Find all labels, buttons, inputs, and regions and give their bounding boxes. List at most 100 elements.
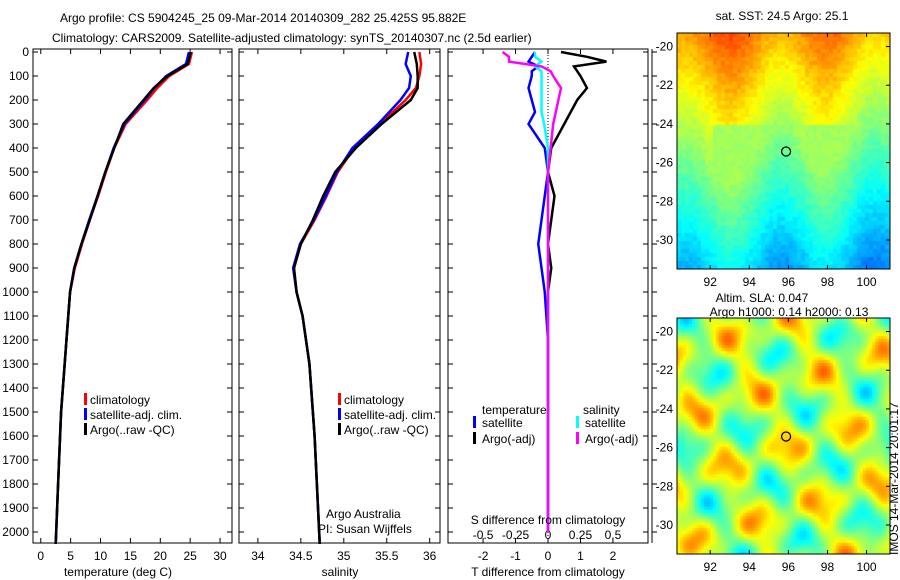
x-tick-label: 5 <box>67 549 74 563</box>
map-y-tick-label: -28 <box>656 479 674 493</box>
map-x-tick-label: 100 <box>857 275 877 289</box>
legend-label: climatology <box>344 393 404 407</box>
annotation-pi: PI: Susan Wijffels <box>318 522 412 536</box>
legend-title-temperature: temperature <box>482 403 547 417</box>
x-tick-label: -1 <box>510 549 521 563</box>
map-y-tick-label: -24 <box>656 402 674 416</box>
legend-swatch <box>338 393 341 405</box>
legend-swatch <box>84 408 87 420</box>
y-tick-label: 1800 <box>2 477 29 491</box>
map-y-tick-label: -20 <box>656 325 674 339</box>
y-tick-label: 2000 <box>2 525 29 539</box>
map-y-tick-label: -30 <box>656 233 674 247</box>
y-tick-label: 300 <box>9 117 29 131</box>
legend-swatch <box>576 416 579 428</box>
x-tick-label: 20 <box>154 549 168 563</box>
y-tick-label: 600 <box>9 189 29 203</box>
y-tick-label: 1300 <box>2 357 29 371</box>
x-tick-label: 2 <box>610 549 617 563</box>
s-tick-label: 0.25 <box>569 528 593 542</box>
y-tick-label: 0 <box>22 45 29 59</box>
x-tick-label: 0 <box>545 549 552 563</box>
legend-swatch <box>84 423 87 435</box>
series-line-salinity-satellite <box>532 52 550 532</box>
legend-swatch <box>338 408 341 420</box>
y-tick-label: 700 <box>9 213 29 227</box>
y-tick-label: 1900 <box>2 501 29 515</box>
map-y-tick-label: -20 <box>656 40 674 54</box>
y-tick-label: 1400 <box>2 381 29 395</box>
map-y-tick-label: -28 <box>656 194 674 208</box>
series-line-climatology <box>292 51 423 545</box>
x-tick-label: 34 <box>251 549 265 563</box>
y-tick-label: 800 <box>9 237 29 251</box>
argo-location-marker <box>780 431 792 442</box>
x-tick-label: -2 <box>478 549 489 563</box>
y-tick-label: 1500 <box>2 405 29 419</box>
sla-map-title2: Argo h1000: 0.14 h2000: 0.13 <box>710 305 869 319</box>
diff-t-xlabel: T difference from climatology <box>471 565 625 579</box>
y-tick-label: 1700 <box>2 453 29 467</box>
legend-title-salinity: salinity <box>583 403 620 417</box>
x-tick-label: 25 <box>183 549 197 563</box>
map-x-tick-label: 92 <box>704 560 718 574</box>
y-tick-label: 900 <box>9 261 29 275</box>
temp-xlabel: temperature (deg C) <box>64 565 172 579</box>
map-x-tick-label: 96 <box>782 275 796 289</box>
map-x-tick-label: 96 <box>782 560 796 574</box>
legend-swatch <box>576 432 579 444</box>
map-y-tick-label: -26 <box>656 156 674 170</box>
y-tick-label: 100 <box>9 69 29 83</box>
legend-label: Argo(..raw -QC) <box>344 423 429 437</box>
map-y-tick-label: -22 <box>656 363 674 377</box>
x-tick-label: 36 <box>423 549 437 563</box>
x-tick-label: 35 <box>337 549 351 563</box>
x-tick-label: 35.5 <box>375 549 399 563</box>
series-line-argo-raw-qc- <box>292 51 419 545</box>
argo-location-marker <box>780 146 792 157</box>
x-tick-label: 15 <box>124 549 138 563</box>
sla-map-title1: Altim. SLA: 0.047 <box>716 291 809 305</box>
map-x-tick-label: 98 <box>821 560 835 574</box>
legend-swatch <box>338 423 341 435</box>
x-tick-label: 30 <box>213 549 227 563</box>
y-tick-label: 1000 <box>2 285 29 299</box>
y-tick-label: 1600 <box>2 429 29 443</box>
y-tick-label: 1100 <box>3 309 29 323</box>
map-x-tick-label: 94 <box>743 275 757 289</box>
map-x-tick-label: 100 <box>857 560 877 574</box>
map-frame <box>676 317 891 555</box>
series-line-satellite-adj-clim- <box>291 51 413 545</box>
x-tick-label: 0 <box>37 549 44 563</box>
legend-label: Argo(-adj) <box>585 432 638 446</box>
legend-label: climatology <box>90 393 150 407</box>
x-tick-label: 1 <box>577 549 584 563</box>
y-tick-label: 1200 <box>2 333 29 347</box>
series-line-argo-raw-qc- <box>54 51 192 545</box>
y-tick-label: 500 <box>9 165 29 179</box>
map-y-tick-label: -22 <box>656 78 674 92</box>
x-tick-label: 34.5 <box>289 549 313 563</box>
sst-map-title: sat. SST: 24.5 Argo: 25.1 <box>716 9 849 23</box>
legend-swatch <box>473 416 476 428</box>
imos-timestamp: IMOS 14-Mar-2014 20:01:17 <box>887 402 900 555</box>
legend-label: satellite <box>585 416 626 430</box>
y-tick-label: 400 <box>9 141 29 155</box>
s-tick-label: 0.5 <box>605 528 622 542</box>
legend-swatch <box>473 432 476 444</box>
legend-label: Argo(-adj) <box>482 432 535 446</box>
sal-xlabel: salinity <box>322 565 359 579</box>
y-tick-label: 200 <box>9 93 29 107</box>
legend-label: satellite-adj. clim. <box>90 408 182 422</box>
map-x-tick-label: 92 <box>704 275 718 289</box>
diff-s-xlabel: S difference from climatology <box>471 513 626 527</box>
map-y-tick-label: -30 <box>656 518 674 532</box>
map-x-tick-label: 94 <box>743 560 757 574</box>
series-line-salinity-argo-adj- <box>501 50 563 532</box>
s-tick-label: -0.5 <box>473 528 494 542</box>
annotation-argo-australia: Argo Australia <box>326 507 401 521</box>
x-tick-label: 10 <box>94 549 108 563</box>
legend-label: Argo(..raw -QC) <box>90 423 175 437</box>
legend-label: satellite <box>482 416 523 430</box>
legend-label: satellite-adj. clim. <box>344 408 436 422</box>
